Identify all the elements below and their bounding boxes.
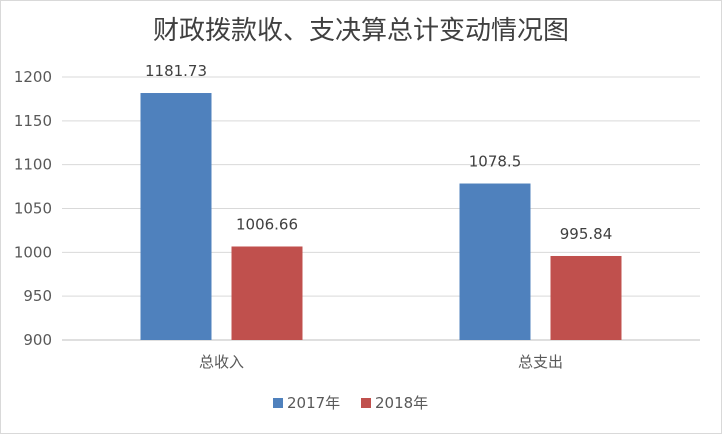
y-tick-label: 900 — [23, 331, 52, 349]
legend-label: 2018年 — [375, 394, 428, 412]
legend-swatch — [273, 398, 283, 408]
category-label: 总支出 — [518, 353, 563, 371]
y-tick-label: 1100 — [14, 156, 52, 174]
data-label: 1181.73 — [145, 62, 207, 80]
y-tick-label: 1200 — [14, 68, 52, 86]
bar — [140, 93, 212, 341]
category-label: 总收入 — [199, 353, 244, 371]
data-labels: 1181.73 1006.66 1078.5 995.84 — [145, 62, 612, 243]
legend: 2017年 2018年 — [273, 394, 428, 412]
data-label: 1006.66 — [236, 215, 298, 233]
y-tick-label: 1050 — [14, 200, 52, 218]
y-axis: 900 950 1000 1050 1100 1150 1200 — [14, 68, 52, 349]
data-label: 1078.5 — [469, 153, 522, 171]
chart-title: 财政拨款收、支决算总计变动情况图 — [152, 16, 569, 46]
bar — [459, 183, 531, 340]
bars — [140, 93, 622, 341]
x-axis: 总收入 总支出 — [199, 353, 563, 371]
y-tick-label: 1000 — [14, 243, 52, 261]
bar — [231, 246, 303, 340]
bar — [550, 255, 622, 340]
data-label: 995.84 — [560, 225, 613, 243]
legend-swatch — [361, 398, 371, 408]
legend-label: 2017年 — [287, 394, 340, 412]
y-tick-label: 1150 — [14, 112, 52, 130]
y-tick-label: 950 — [23, 287, 52, 305]
